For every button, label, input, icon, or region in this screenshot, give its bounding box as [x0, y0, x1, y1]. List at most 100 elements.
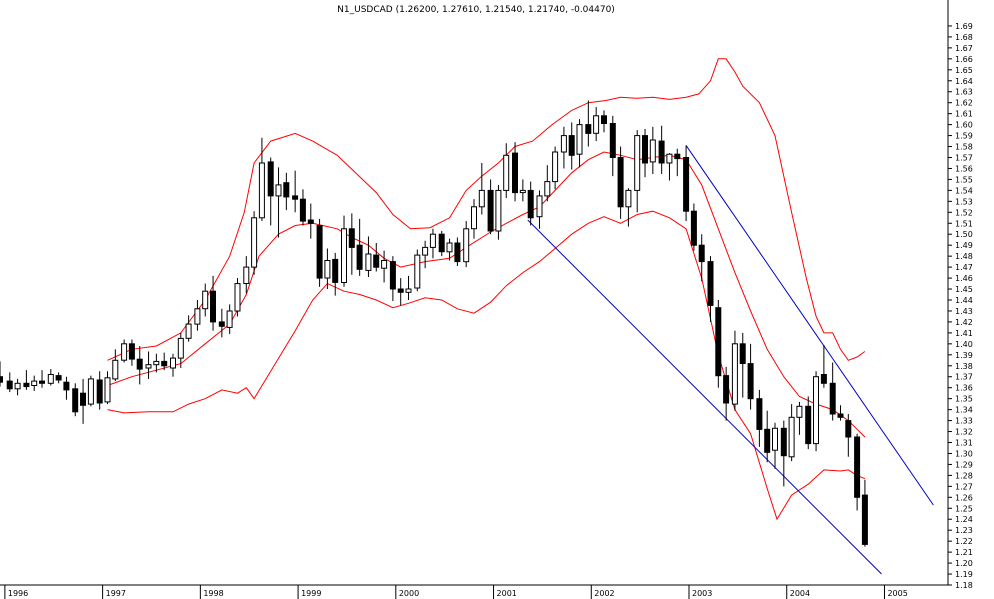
y-tick-label: 1.60: [955, 121, 973, 130]
y-tick-label: 1.35: [955, 395, 973, 404]
candle-body-down: [307, 219, 314, 224]
candle: [527, 181, 534, 226]
candle: [805, 396, 812, 450]
candle-body-down: [218, 321, 225, 327]
candle-body-down: [747, 363, 754, 400]
candle: [267, 157, 274, 226]
candle: [487, 179, 494, 235]
candle-body-up: [87, 378, 94, 405]
candle-body-down: [299, 198, 306, 222]
candle: [585, 100, 592, 147]
candle-body-up: [145, 364, 152, 369]
trend-line-2: [685, 145, 934, 506]
x-tick-label: 2004: [790, 589, 810, 598]
candle: [218, 308, 225, 338]
candle-body-down: [780, 427, 787, 457]
x-tick-label: 2002: [594, 589, 614, 598]
candle-body-up: [813, 376, 819, 445]
candle: [31, 375, 38, 391]
candle-body-down: [707, 261, 714, 306]
y-tick-label: 1.48: [955, 252, 973, 261]
candle: [397, 278, 404, 306]
y-tick-label: 1.33: [955, 417, 973, 426]
candle: [128, 339, 135, 366]
candle: [796, 401, 803, 435]
candle: [478, 162, 485, 215]
candle-body-up: [429, 233, 436, 248]
candle-body-up: [275, 184, 282, 197]
y-tick-label: 1.69: [955, 22, 973, 31]
candle-body-down: [829, 382, 836, 415]
candle-body-down: [389, 261, 396, 290]
candle-body-down: [267, 161, 274, 197]
x-tick-label: 2003: [692, 589, 712, 598]
y-tick-label: 1.24: [955, 515, 973, 524]
candle-body-up: [414, 254, 421, 289]
y-tick-label: 1.43: [955, 307, 973, 316]
y-tick-label: 1.30: [955, 449, 973, 458]
candle: [649, 126, 656, 174]
y-tick-label: 1.49: [955, 241, 973, 250]
candle-body-up: [731, 343, 738, 405]
candle: [356, 218, 363, 276]
candle-body-down: [764, 428, 771, 453]
trend-channel: [527, 145, 934, 575]
candle: [634, 130, 641, 213]
candle-body-down: [609, 123, 616, 158]
candle: [772, 422, 778, 469]
candle: [495, 184, 502, 240]
candle: [136, 346, 143, 385]
candle-body-down: [356, 244, 363, 270]
candle-body-down: [136, 358, 143, 370]
candle: [438, 230, 445, 257]
candle-body-down: [397, 288, 404, 293]
candle-body-down: [683, 157, 690, 212]
y-tick-label: 1.65: [955, 66, 973, 75]
candle-body-down: [805, 405, 812, 445]
candle: [121, 339, 128, 363]
candle-body-down: [487, 189, 494, 232]
candle: [55, 372, 62, 384]
y-axis: 1.18 1.19 1.20 1.21 1.22 1.23 1.24 1.25 1.26 1.27…: [948, 22, 973, 590]
x-tick-label: 2005: [887, 589, 907, 598]
y-tick-label: 1.44: [955, 296, 973, 305]
candle: [422, 240, 429, 269]
candle: [723, 366, 730, 421]
candle-body-up: [234, 283, 241, 312]
candle: [332, 252, 339, 296]
candle-body-up: [649, 139, 656, 163]
y-tick-label: 1.66: [955, 55, 973, 64]
candle-body-up: [552, 151, 559, 183]
band-upper: [107, 58, 866, 361]
candle-body-up: [243, 266, 250, 285]
candle: [764, 410, 771, 463]
candle-body-up: [478, 189, 485, 208]
candle-body-down: [80, 392, 86, 406]
y-tick-label: 1.40: [955, 340, 973, 349]
candle-body-up: [560, 135, 567, 153]
candle-body-up: [324, 260, 331, 279]
candle: [153, 353, 160, 373]
candle: [552, 146, 559, 190]
candle-body-up: [251, 217, 258, 268]
y-tick-label: 1.53: [955, 197, 973, 206]
candle-body-down: [601, 115, 607, 125]
candle-body-down: [585, 124, 592, 134]
candle: [299, 189, 306, 226]
y-tick-label: 1.27: [955, 482, 973, 491]
candle-body-down: [96, 379, 103, 404]
candle: [829, 362, 836, 421]
trend-line-1: [527, 219, 882, 575]
y-tick-label: 1.25: [955, 504, 973, 513]
candle: [780, 420, 787, 487]
y-tick-label: 1.34: [955, 406, 973, 415]
candle: [731, 330, 738, 411]
candle: [23, 370, 30, 390]
candle-body-down: [292, 195, 299, 200]
y-tick-label: 1.57: [955, 154, 973, 163]
candle-body-up: [593, 115, 600, 134]
y-tick-label: 1.18: [955, 581, 973, 590]
y-tick-label: 1.55: [955, 175, 973, 184]
y-tick-label: 1.39: [955, 351, 973, 360]
